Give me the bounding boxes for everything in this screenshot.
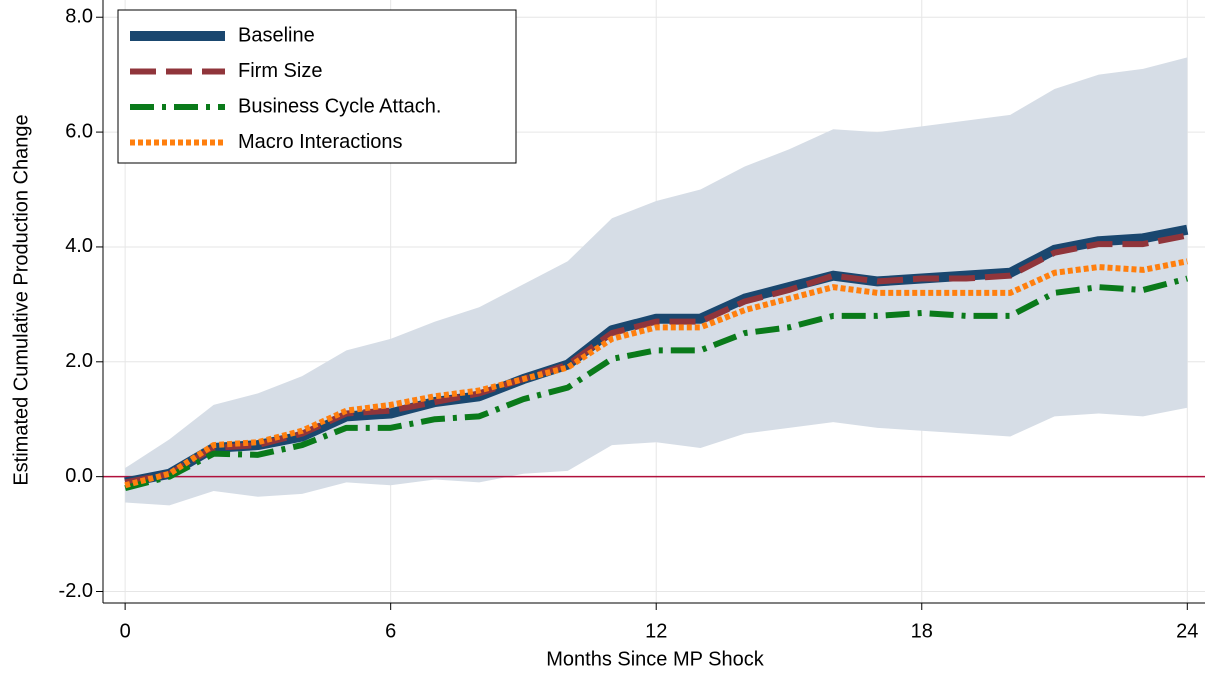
x-tick-label: 0 bbox=[120, 620, 131, 642]
x-axis-title: Months Since MP Shock bbox=[546, 648, 765, 670]
y-tick-label: -2.0 bbox=[59, 580, 93, 602]
y-tick-label: 4.0 bbox=[65, 235, 93, 257]
x-tick-label: 18 bbox=[911, 620, 933, 642]
legend-label: Business Cycle Attach. bbox=[238, 95, 441, 117]
confidence-band bbox=[125, 57, 1188, 506]
legend-label: Firm Size bbox=[238, 60, 322, 82]
legend-label: Macro Interactions bbox=[238, 131, 403, 153]
x-tick-label: 6 bbox=[385, 620, 396, 642]
line-series bbox=[124, 275, 1189, 492]
y-tick-label: 6.0 bbox=[65, 120, 93, 142]
line-series bbox=[124, 258, 1188, 489]
y-tick-label: 2.0 bbox=[65, 350, 93, 372]
y-tick-label: 0.0 bbox=[65, 465, 93, 487]
y-axis-title: Estimated Cumulative Production Change bbox=[10, 114, 32, 485]
x-tick-label: 24 bbox=[1176, 620, 1198, 642]
y-tick-label: 8.0 bbox=[65, 6, 93, 28]
legend-label: Baseline bbox=[238, 24, 315, 46]
legend: Baseline Firm Size Business Cycle Attach. M… bbox=[117, 9, 517, 164]
x-tick-label: 12 bbox=[645, 620, 667, 642]
